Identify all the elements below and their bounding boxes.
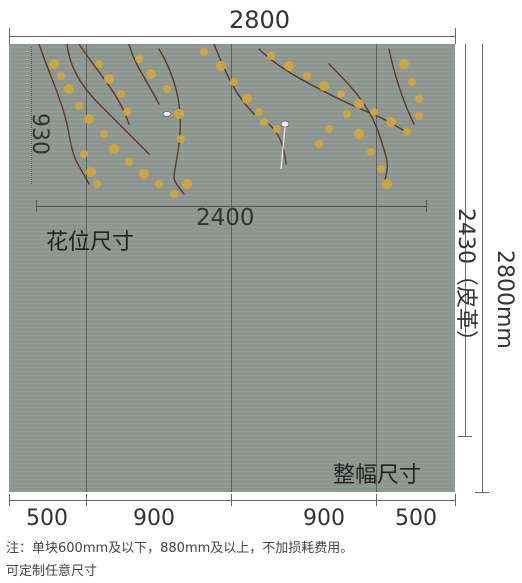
bottom-tick-2: [231, 494, 232, 506]
panel-height-tick-bottom: [458, 436, 472, 437]
bottom-tick-0: [9, 494, 10, 506]
flower-width-label: 2400: [196, 205, 255, 231]
total-height-line: [482, 44, 483, 492]
panel-height-label: 2430（皮革）: [453, 208, 478, 352]
bottom-tick-1: [86, 494, 87, 506]
whole-size-label: 整幅尺寸: [333, 463, 422, 488]
bottom-tick-4: [455, 494, 456, 506]
flower-width-line: [36, 206, 426, 207]
flower-size-label: 花位尺寸: [46, 230, 135, 255]
segment-label-1: 500: [26, 506, 68, 531]
top-dimension-line: [9, 36, 455, 37]
ginkgo-branch-artwork: [38, 44, 423, 198]
segment-label-4: 500: [395, 506, 437, 531]
panel-seam-2: [231, 44, 232, 492]
panel-height-line: [465, 44, 466, 436]
bottom-tick-3: [376, 494, 377, 506]
note-line-2: 可定制任意尺寸: [6, 564, 98, 579]
total-height-tick-bottom: [475, 492, 489, 493]
top-dimension-tick-left: [9, 28, 10, 44]
note-line-1: 注：单块600mm及以下，880mm及以上，不加损耗费用。: [6, 541, 354, 556]
flower-height-line: [31, 47, 32, 184]
panel-seam-3: [376, 44, 377, 492]
flower-height-label: 930: [27, 113, 52, 155]
bottom-dimension-line: [9, 500, 455, 501]
segment-label-3: 900: [303, 506, 345, 531]
segment-label-2: 900: [133, 506, 175, 531]
top-dimension-tick-right: [455, 28, 456, 44]
wallpaper-panel: [9, 44, 455, 492]
total-height-label: 2800mm: [492, 250, 517, 349]
flower-width-tick-left: [36, 200, 37, 212]
total-width-label: 2800: [229, 6, 291, 34]
flower-width-tick-right: [426, 200, 427, 212]
panel-seam-1: [86, 44, 87, 492]
